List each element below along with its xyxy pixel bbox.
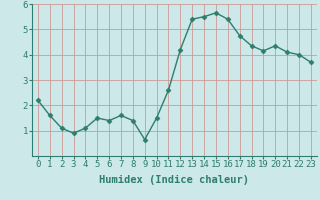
X-axis label: Humidex (Indice chaleur): Humidex (Indice chaleur) — [100, 175, 249, 185]
